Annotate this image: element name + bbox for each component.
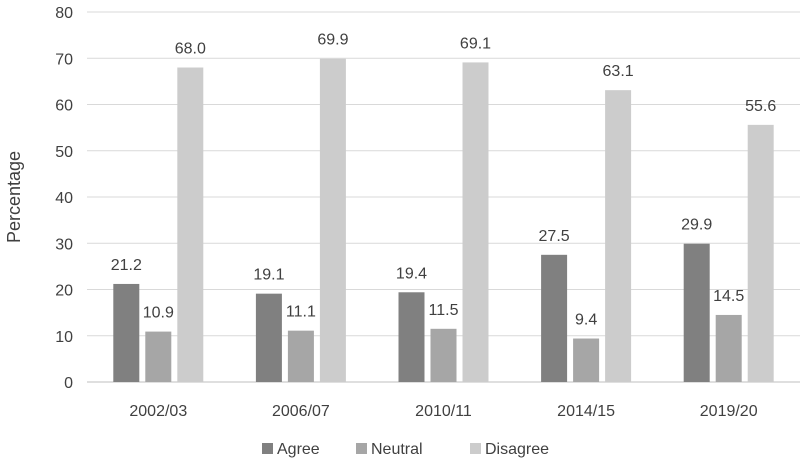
legend-swatch-agree (262, 443, 273, 454)
bar-neutral-4 (573, 338, 600, 382)
data-label-disagree-2: 69.9 (317, 32, 348, 49)
x-tick-label: 2010/11 (415, 403, 472, 420)
bar-agree-2 (255, 293, 282, 382)
data-label-neutral-1: 10.9 (143, 305, 174, 322)
bar-neutral-3 (430, 328, 457, 382)
y-tick-label: 40 (55, 190, 73, 207)
y-axis-tick-labels: 0 10 20 30 40 50 60 70 80 (55, 5, 73, 392)
bar-disagree-1 (177, 67, 204, 382)
data-labels: 21.2 10.9 68.0 19.1 11.1 69.9 19.4 11.5 69.1 27.5… (111, 32, 777, 329)
bar-agree-4 (541, 254, 568, 382)
legend-swatch-disagree (470, 443, 481, 454)
gridlines (87, 11, 800, 337)
x-tick-label: 2014/15 (557, 403, 615, 420)
data-label-agree-3: 19.4 (396, 265, 427, 282)
data-label-neutral-3: 11.5 (429, 302, 459, 319)
data-label-agree-4: 27.5 (539, 228, 570, 245)
data-label-disagree-1: 68.0 (175, 41, 206, 58)
bar-agree-3 (398, 292, 425, 382)
bar-neutral-5 (715, 314, 742, 382)
data-label-disagree-4: 63.1 (603, 63, 634, 80)
bar-disagree-3 (462, 62, 489, 382)
bar-disagree-5 (747, 124, 774, 382)
bar-neutral-2 (287, 330, 314, 382)
y-tick-label: 20 (55, 283, 73, 300)
bar-disagree-4 (605, 90, 632, 382)
data-label-neutral-4: 9.4 (575, 312, 597, 329)
y-tick-label: 60 (55, 98, 73, 115)
data-label-agree-1: 21.2 (111, 257, 142, 274)
y-tick-label: 0 (64, 375, 73, 392)
data-label-neutral-5: 14.5 (713, 288, 744, 305)
data-label-disagree-3: 69.1 (460, 35, 491, 52)
legend-label-disagree: Disagree (485, 441, 549, 458)
x-tick-label: 2006/07 (272, 403, 330, 420)
bar-agree-1 (113, 283, 140, 382)
bar-disagree-2 (319, 58, 346, 383)
bar-neutral-1 (145, 331, 172, 382)
legend-label-neutral: Neutral (371, 441, 423, 458)
y-tick-label: 80 (55, 5, 73, 22)
y-tick-label: 10 (55, 329, 73, 346)
data-label-agree-5: 29.9 (681, 217, 712, 234)
x-tick-label: 2002/03 (129, 403, 187, 420)
data-label-disagree-5: 55.6 (745, 98, 776, 115)
data-label-neutral-2: 11.1 (286, 304, 316, 321)
bar-agree-5 (683, 243, 710, 382)
legend-label-agree: Agree (277, 441, 320, 458)
x-axis-tick-labels: 2002/03 2006/07 2010/11 2014/15 2019/20 (129, 403, 757, 420)
y-tick-label: 50 (55, 144, 73, 161)
x-tick-label: 2019/20 (700, 403, 758, 420)
y-axis-title: Percentage (4, 151, 24, 243)
y-tick-label: 30 (55, 236, 73, 253)
bars (113, 58, 774, 383)
y-tick-label: 70 (55, 51, 73, 68)
legend: Agree Neutral Disagree (262, 441, 549, 458)
legend-swatch-neutral (356, 443, 367, 454)
data-label-agree-2: 19.1 (253, 267, 284, 284)
